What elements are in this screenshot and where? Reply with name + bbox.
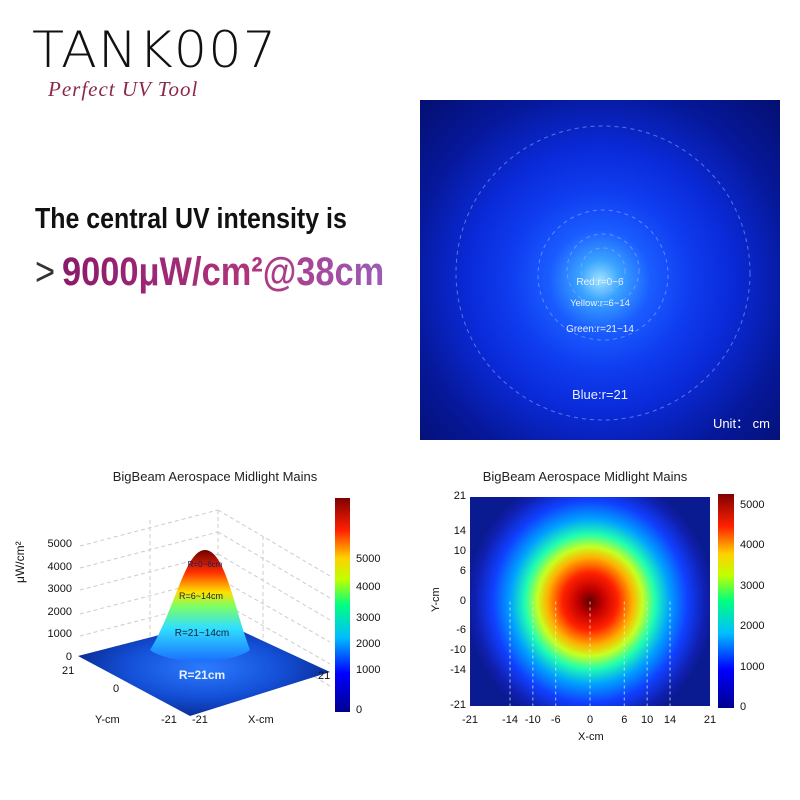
heatmap-x-tick: 21: [703, 714, 717, 726]
x-tick: -21: [192, 714, 208, 726]
brand-logo: TANK007: [32, 21, 278, 79]
heatmap-y-tick: 21: [453, 490, 466, 502]
heatmap-y-tick: -21: [450, 699, 466, 711]
surface-peak: [150, 550, 250, 662]
zone-label: R=0~6cm: [188, 560, 223, 569]
heatmap-x-tick: 0: [586, 714, 594, 726]
heatmap-colorbar-tick: 2000: [740, 620, 765, 633]
heatmap-y-tick: 10: [453, 544, 466, 557]
beam-label-blue: Blue:r=21: [571, 387, 628, 402]
y-tick: 21: [62, 665, 75, 677]
heatmap-y-tick: -6: [456, 624, 466, 637]
unit-label: Unit： cm: [712, 416, 770, 431]
zone-label: R=21cm: [179, 668, 225, 682]
x-axis-label: X-cm: [248, 714, 274, 726]
y-tick: 0: [113, 683, 120, 695]
y-axis-label: Y-cm: [95, 714, 120, 726]
colorbar-tick: 1000: [356, 664, 381, 676]
ring-red: [580, 247, 626, 293]
headline-line1: The central UV intensity is: [35, 203, 347, 235]
z-tick: 0: [65, 650, 72, 663]
beam-label-green: Green:r=21~14: [566, 324, 634, 335]
heatmap-colorbar-tick: 5000: [740, 499, 765, 512]
heatmap-colorbar-tick: 3000: [740, 579, 765, 592]
heatmap-x-tick: -21: [462, 714, 478, 726]
z-tick: 2000: [47, 605, 72, 618]
heatmap-x-tick: 6: [621, 714, 628, 726]
z-tick: 1000: [47, 628, 72, 640]
z-tick: 3000: [47, 583, 72, 595]
headline-value-line: >9000μW/cm²@38cm: [35, 250, 384, 295]
heatmap-colorbar: [718, 494, 734, 708]
z-axis-label: μW/cm²: [13, 541, 27, 583]
beam-label-red: Red:r=0~6: [576, 277, 624, 288]
colorbar-tick: 5000: [356, 553, 381, 565]
heatmap-x-tick: -14: [502, 714, 518, 726]
headline-value: 9000μW/cm²@38cm: [61, 250, 385, 294]
z-tick: 5000: [47, 538, 72, 550]
heatmap-y-tick: -14: [450, 664, 466, 677]
surface-chart-title: BigBeam Aerospace Midlight Mains: [112, 469, 318, 484]
heatmap-colorbar-tick: 4000: [740, 539, 765, 552]
heatmap-colorbar-tick: 0: [740, 701, 747, 713]
heatmap-y-tick: 14: [453, 524, 466, 537]
greater-than-sign: >: [35, 250, 56, 294]
uv-beam-image: Red:r=0~6 Yellow:r=6~14 Green:r=21~14 Bl…: [420, 100, 780, 440]
heatmap-x-tick: -10: [524, 714, 541, 726]
beam-label-yellow: Yellow:r=6~14: [570, 298, 630, 309]
zone-label: R=21~14cm: [175, 628, 229, 639]
surface-base: [78, 620, 330, 716]
ring-blue: [455, 125, 751, 421]
brand-tagline: Perfect UV Tool: [48, 77, 199, 101]
beam-rings: [455, 125, 751, 421]
heatmap-y-tick: 6: [459, 564, 466, 577]
z-tick: 4000: [47, 560, 72, 573]
surface-chart: R=0~6cm R=6~14cm R=21~14cm R=21cm: [78, 498, 350, 716]
colorbar: [335, 498, 350, 712]
heatmap-title: BigBeam Aerospace Midlight Mains: [482, 469, 688, 484]
ring-yellow: [566, 233, 640, 307]
ring-green: [537, 209, 669, 341]
colorbar-tick: 0: [356, 704, 363, 716]
heatmap-y-tick: 0: [459, 594, 466, 607]
y-tick: -21: [161, 714, 177, 726]
x-tick: 21: [318, 670, 331, 682]
heatmap-colorbar-tick: 1000: [740, 660, 765, 673]
zone-label: R=6~14cm: [179, 591, 223, 601]
heatmap-x-label: X-cm: [578, 731, 604, 743]
heatmap-dashes: [509, 601, 671, 706]
colorbar-tick: 3000: [356, 612, 381, 624]
heatmap-x-tick: 10: [641, 714, 654, 726]
heatmap-y-tick: -10: [450, 644, 466, 657]
heatmap-x-tick: 14: [663, 714, 677, 726]
colorbar-tick: 4000: [356, 581, 381, 593]
heatmap-x-tick: -6: [550, 714, 561, 726]
colorbar-tick: 2000: [356, 638, 381, 650]
